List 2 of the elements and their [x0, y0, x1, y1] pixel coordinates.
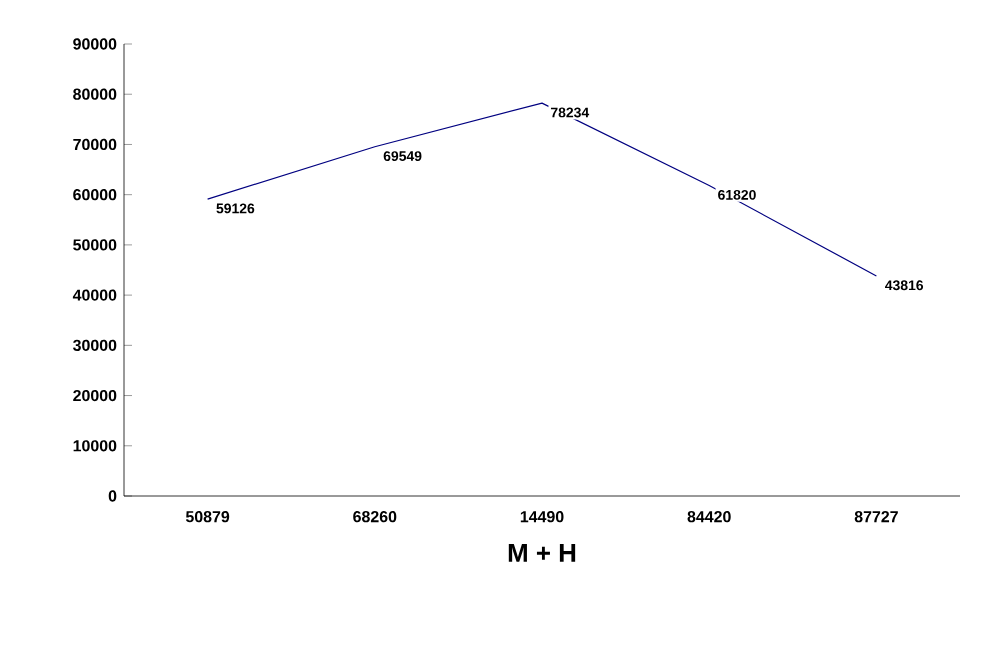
x-axis-title: M + H [508, 544, 576, 562]
line-series [207, 102, 877, 277]
